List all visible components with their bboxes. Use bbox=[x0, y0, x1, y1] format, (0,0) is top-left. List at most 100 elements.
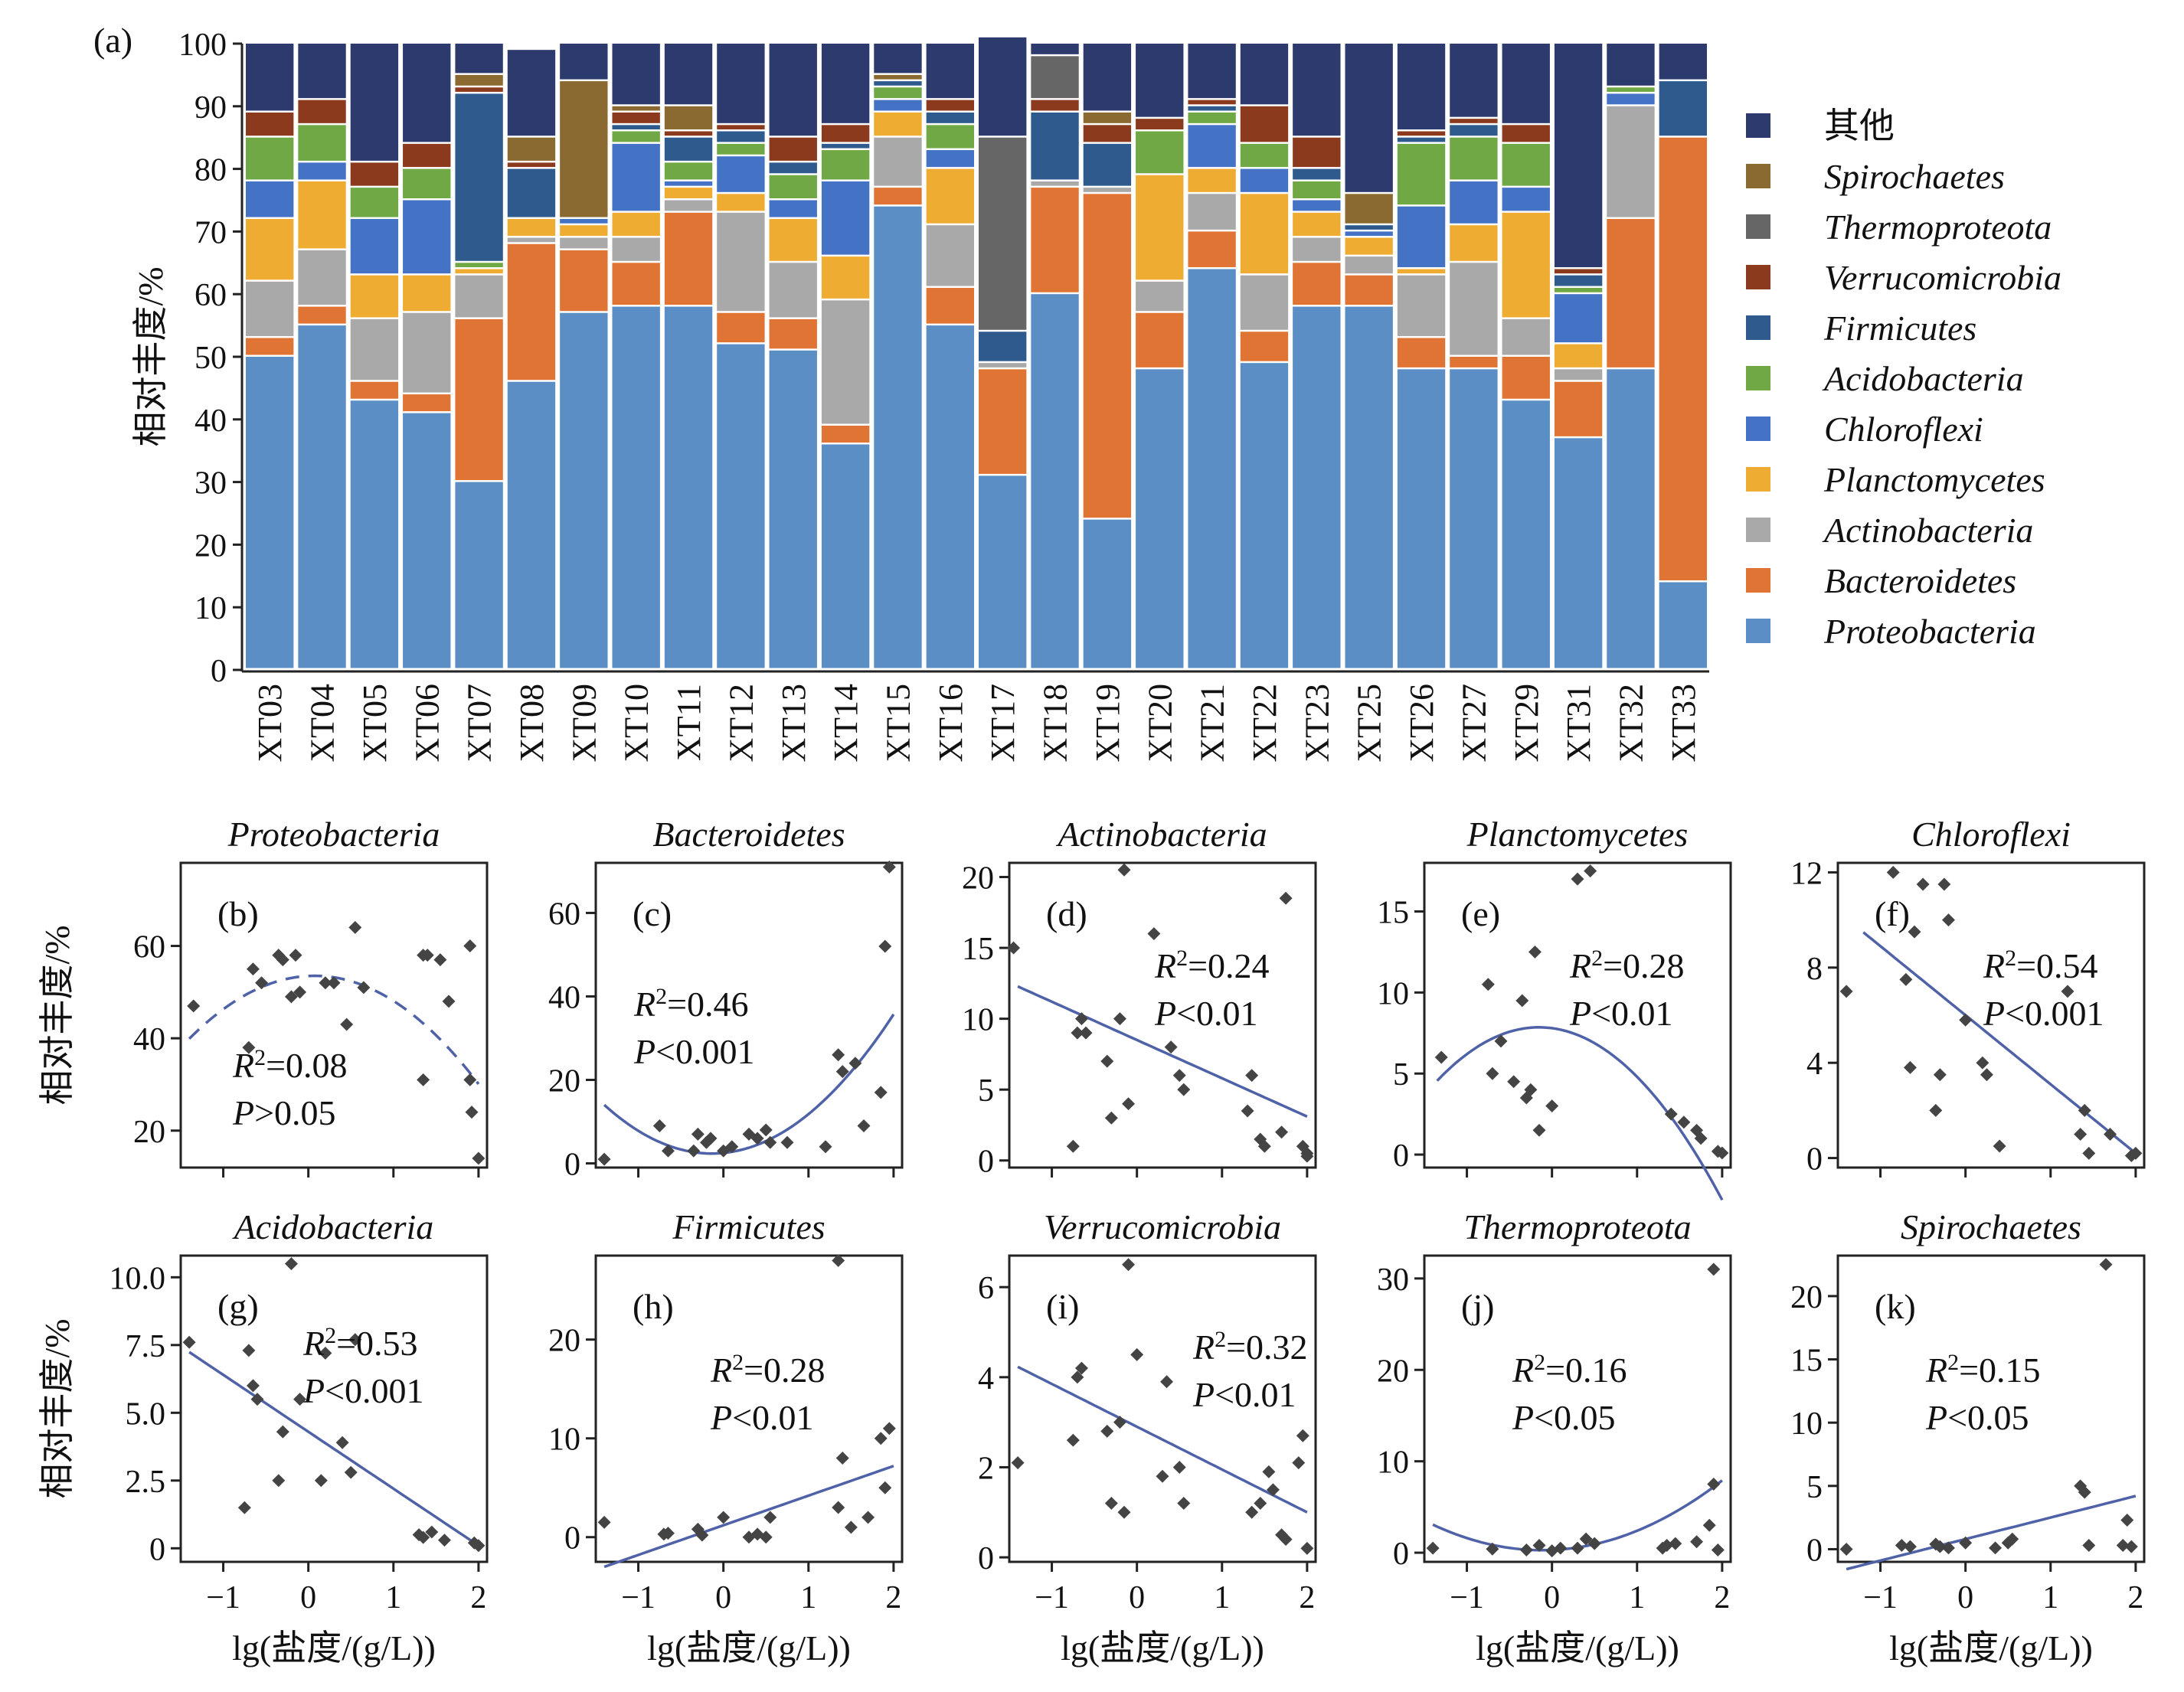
data-point bbox=[182, 1335, 196, 1349]
bar-segment bbox=[612, 263, 660, 305]
fit-line bbox=[1862, 931, 2137, 1155]
bar-segment bbox=[1240, 275, 1289, 330]
y-tick-label: 0 bbox=[1806, 1533, 1823, 1568]
bar-segment bbox=[926, 225, 974, 286]
data-point bbox=[1903, 1060, 1917, 1074]
y-tick-label: 0 bbox=[1806, 1142, 1823, 1178]
data-point bbox=[1839, 985, 1853, 998]
data-point bbox=[2120, 1513, 2134, 1527]
y-tick-label: 0 bbox=[149, 1532, 165, 1567]
panel-label: (e) bbox=[1461, 894, 1500, 933]
data-point bbox=[1507, 1075, 1521, 1089]
bar-segment bbox=[1450, 225, 1498, 261]
bar-segment bbox=[350, 188, 399, 217]
x-tick-label: −1 bbox=[206, 1580, 240, 1615]
data-point bbox=[857, 1119, 871, 1132]
bar-segment bbox=[1136, 175, 1184, 280]
data-point bbox=[425, 1525, 439, 1539]
bar-segment bbox=[612, 125, 660, 130]
bar-segment bbox=[403, 413, 451, 668]
data-point bbox=[1886, 865, 1900, 879]
data-point bbox=[276, 1425, 289, 1439]
bar-segment bbox=[1659, 44, 1707, 80]
panel-title: Firmicutes bbox=[672, 1207, 825, 1246]
bar-segment bbox=[246, 357, 294, 668]
legend-entry: Actinobacteria bbox=[1822, 511, 2033, 550]
bar-segment bbox=[1502, 44, 1550, 123]
bar-segment bbox=[507, 168, 556, 217]
bar-segment bbox=[874, 112, 922, 136]
panel-title: Thermoproteota bbox=[1463, 1207, 1691, 1246]
panel-frame bbox=[1423, 861, 1732, 1169]
legend-entry: Proteobacteria bbox=[1823, 612, 2036, 651]
bar-segment bbox=[298, 325, 346, 668]
r-squared-label: R2=0.32 bbox=[1192, 1327, 1308, 1367]
data-point bbox=[1690, 1535, 1704, 1549]
x-axis-label: lg(盐度/(g/L)) bbox=[1889, 1628, 2093, 1668]
data-point bbox=[1702, 1518, 1716, 1532]
data-point bbox=[2061, 985, 2074, 998]
data-point bbox=[1694, 1132, 1708, 1145]
data-point bbox=[1122, 1258, 1136, 1272]
data-point bbox=[1554, 1541, 1568, 1555]
y-tick-label: 20 bbox=[548, 1064, 580, 1099]
r-squared-label: R2=0.16 bbox=[1512, 1350, 1627, 1390]
y-tick-label: 0 bbox=[564, 1521, 580, 1556]
bar-segment bbox=[664, 106, 713, 130]
data-point bbox=[1571, 1541, 1584, 1555]
bar-segment bbox=[560, 219, 608, 224]
bar-segment bbox=[1031, 44, 1079, 54]
data-point bbox=[1903, 1540, 1917, 1553]
y-tick-label: 4 bbox=[1806, 1047, 1823, 1082]
bar-segment bbox=[821, 125, 870, 142]
bar-segment bbox=[1554, 288, 1603, 292]
data-point bbox=[1899, 972, 1913, 986]
bar-segment bbox=[1293, 212, 1341, 237]
bar-segment bbox=[507, 137, 556, 161]
bar-segment bbox=[664, 131, 713, 136]
data-point bbox=[1257, 1139, 1271, 1153]
y-tick-label: 7.5 bbox=[126, 1329, 166, 1364]
x-axis-label: lg(盐度/(g/L)) bbox=[1476, 1628, 1679, 1668]
bar-segment bbox=[246, 181, 294, 217]
bar-segment bbox=[1554, 44, 1603, 267]
data-point bbox=[284, 1257, 298, 1271]
bar-segment bbox=[1136, 312, 1184, 367]
y-tick-label: 15 bbox=[962, 932, 994, 967]
x-tick-label: XT13 bbox=[775, 684, 812, 763]
data-point bbox=[1300, 1541, 1314, 1555]
bar-segment bbox=[560, 312, 608, 668]
bar-segment bbox=[1031, 181, 1079, 186]
bar-segment bbox=[1554, 381, 1603, 436]
data-point bbox=[1296, 1429, 1309, 1442]
panel-frame bbox=[1008, 1254, 1317, 1563]
bar-segment bbox=[1397, 269, 1446, 274]
bar-segment bbox=[612, 237, 660, 261]
data-point bbox=[862, 1511, 875, 1524]
data-point bbox=[2078, 1103, 2091, 1117]
bar-segment bbox=[769, 219, 817, 261]
data-point bbox=[1715, 1146, 1729, 1160]
bar-segment bbox=[1345, 194, 1393, 224]
legend-swatch bbox=[1746, 315, 1770, 340]
data-point bbox=[1279, 891, 1293, 905]
bar-segment bbox=[664, 137, 713, 161]
bar-segment bbox=[612, 212, 660, 237]
data-point bbox=[848, 1057, 862, 1070]
panel-title: Acidobacteria bbox=[232, 1207, 434, 1246]
bar-segment bbox=[1502, 318, 1550, 355]
bar-segment bbox=[664, 181, 713, 186]
bar-segment bbox=[560, 225, 608, 237]
p-value-label: P<0.01 bbox=[1192, 1375, 1296, 1414]
y-tick-label: 2 bbox=[978, 1451, 994, 1486]
data-point bbox=[1587, 1537, 1601, 1550]
x-axis-label: lg(盐度/(g/L)) bbox=[232, 1628, 436, 1668]
bar-segment bbox=[1345, 44, 1393, 192]
bar-segment bbox=[298, 250, 346, 305]
bar-segment bbox=[926, 100, 974, 111]
bar-segment bbox=[403, 168, 451, 198]
bar-segment bbox=[507, 50, 556, 136]
bar-segment bbox=[717, 131, 765, 142]
fit-line bbox=[1436, 1026, 1724, 1201]
bar-segment bbox=[455, 87, 503, 92]
